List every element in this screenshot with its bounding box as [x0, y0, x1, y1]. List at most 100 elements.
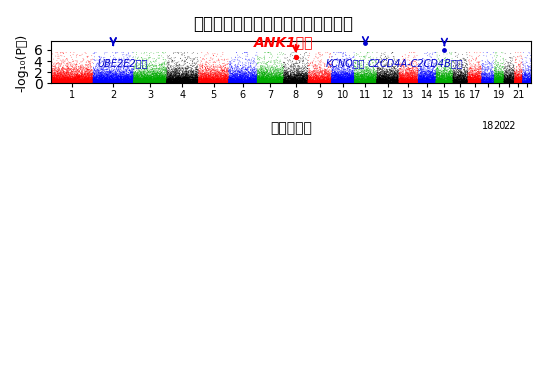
Point: [351, 73, 359, 79]
Point: [396, 78, 405, 84]
Point: [271, 77, 280, 83]
Point: [369, 80, 378, 86]
Point: [375, 79, 383, 85]
Point: [332, 71, 341, 77]
Point: [237, 80, 246, 86]
Point: [166, 64, 175, 70]
Point: [197, 66, 206, 72]
Point: [127, 80, 135, 86]
Point: [70, 79, 79, 85]
Point: [139, 78, 148, 84]
Point: [122, 77, 131, 83]
Point: [63, 80, 72, 86]
Point: [151, 73, 160, 79]
Point: [425, 53, 434, 59]
Point: [86, 75, 95, 81]
Point: [288, 58, 297, 64]
Point: [313, 79, 322, 85]
Point: [55, 77, 63, 84]
Point: [355, 80, 364, 86]
Point: [387, 77, 396, 83]
Point: [209, 79, 218, 85]
Point: [116, 80, 124, 86]
Point: [514, 73, 523, 79]
Point: [86, 77, 95, 83]
Point: [445, 78, 454, 84]
Point: [141, 74, 150, 81]
Point: [392, 80, 401, 86]
Point: [316, 78, 324, 84]
Point: [114, 59, 122, 65]
Point: [295, 74, 304, 80]
Point: [405, 66, 413, 72]
Point: [63, 79, 72, 85]
Point: [204, 77, 212, 83]
Point: [276, 71, 285, 77]
Point: [334, 75, 343, 81]
Point: [470, 77, 479, 83]
Point: [269, 77, 277, 84]
Point: [169, 80, 178, 86]
Point: [201, 77, 210, 84]
Point: [111, 75, 120, 81]
Point: [50, 79, 58, 85]
Point: [129, 77, 138, 83]
Point: [234, 80, 242, 86]
Point: [272, 74, 281, 81]
Point: [420, 73, 429, 79]
Point: [443, 80, 452, 86]
Point: [179, 73, 188, 79]
Point: [51, 80, 60, 86]
Point: [155, 79, 164, 85]
Point: [57, 79, 66, 85]
Point: [514, 77, 523, 84]
Point: [211, 73, 220, 79]
Point: [60, 70, 69, 76]
Point: [388, 59, 397, 65]
Point: [169, 51, 178, 57]
Point: [350, 52, 359, 58]
Point: [153, 75, 162, 81]
Point: [318, 76, 327, 82]
Point: [525, 71, 534, 77]
Point: [310, 79, 319, 85]
Point: [55, 80, 63, 86]
Point: [93, 57, 102, 63]
Point: [387, 76, 396, 82]
Point: [372, 70, 381, 76]
Point: [434, 75, 443, 81]
Point: [511, 78, 520, 84]
Point: [247, 73, 256, 79]
Point: [345, 80, 354, 86]
Point: [136, 80, 145, 86]
Point: [450, 69, 459, 75]
Point: [253, 77, 262, 84]
Point: [139, 80, 147, 86]
Point: [181, 77, 189, 83]
Point: [350, 79, 359, 85]
Point: [352, 77, 361, 83]
Point: [62, 79, 70, 85]
Point: [157, 74, 165, 80]
Point: [227, 78, 235, 84]
Point: [144, 76, 153, 82]
Point: [196, 79, 205, 85]
Point: [104, 77, 112, 83]
Point: [112, 80, 121, 86]
Point: [59, 80, 68, 86]
Point: [521, 73, 530, 79]
Point: [165, 79, 174, 85]
Point: [91, 75, 99, 81]
Point: [108, 77, 117, 84]
Point: [417, 75, 425, 81]
Point: [114, 77, 123, 83]
Point: [302, 79, 311, 85]
Point: [448, 71, 456, 77]
Point: [388, 77, 397, 83]
Point: [145, 62, 153, 68]
Point: [492, 79, 501, 85]
Point: [59, 80, 68, 86]
Point: [338, 78, 347, 84]
Point: [358, 76, 366, 82]
Point: [271, 71, 280, 77]
